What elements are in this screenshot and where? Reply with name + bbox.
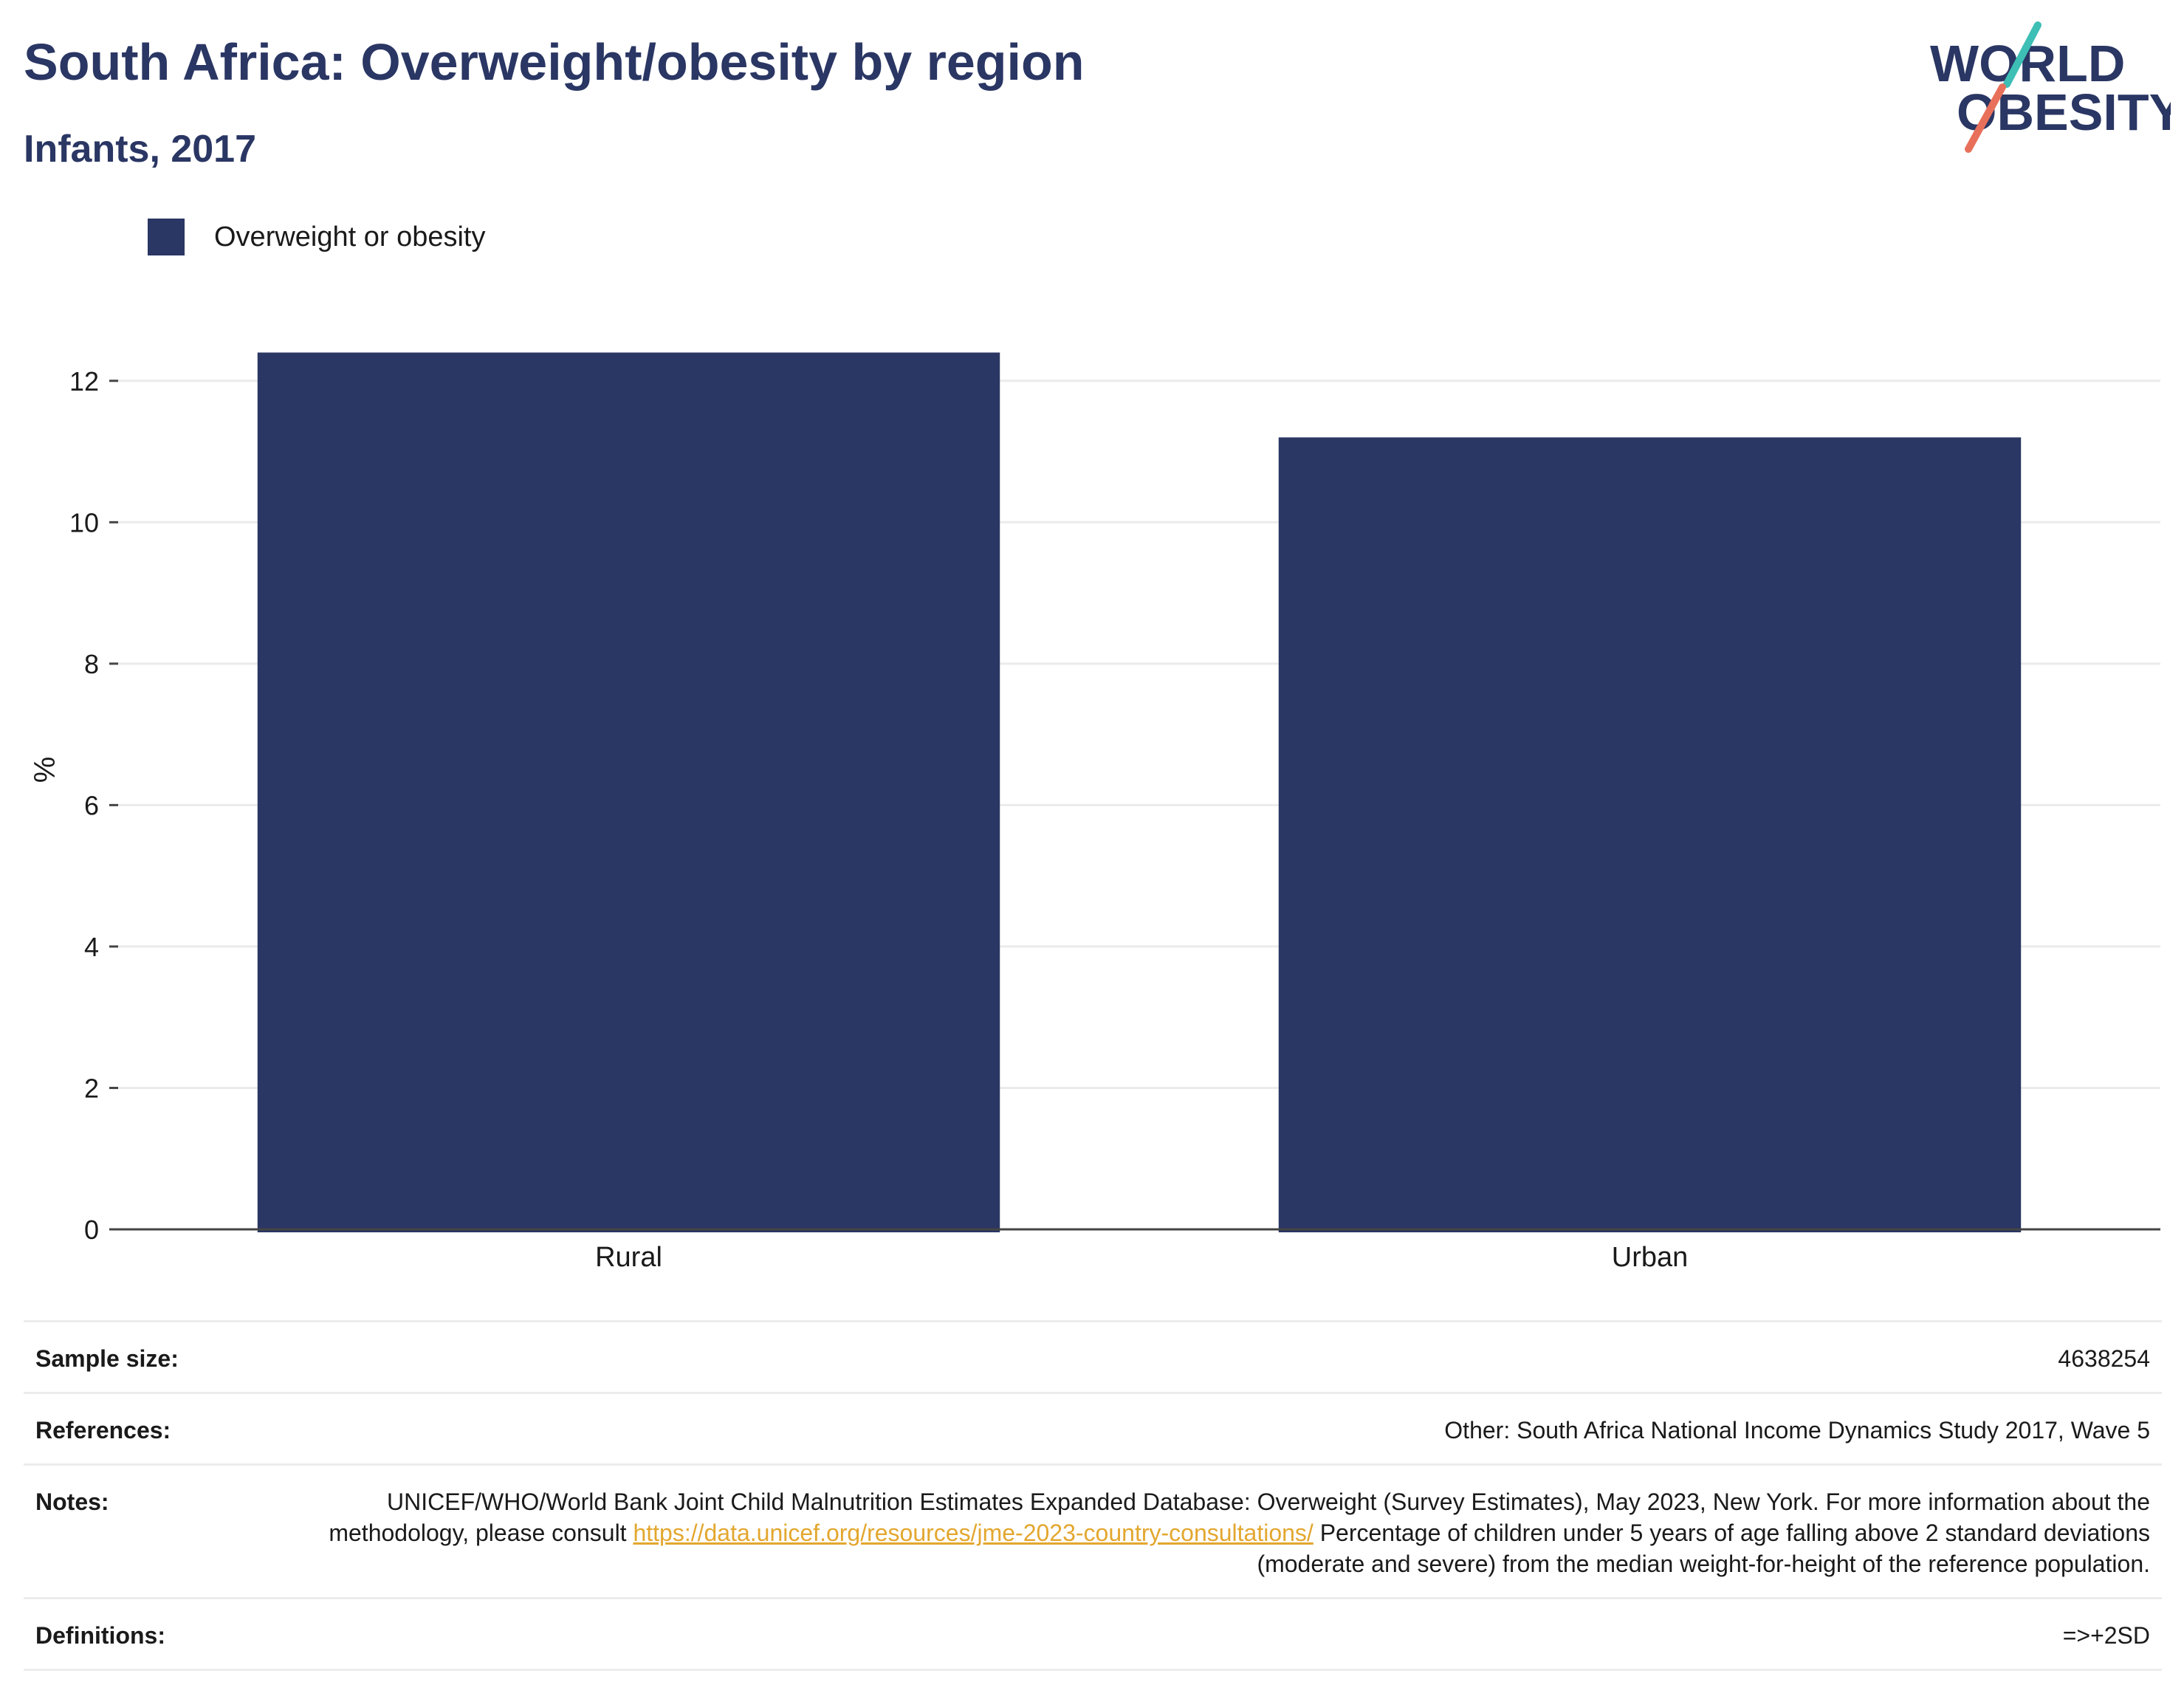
- info-row-notes: Notes: UNICEF/WHO/World Bank Joint Child…: [24, 1463, 2162, 1597]
- chart-title: South Africa: Overweight/obesity by regi…: [24, 33, 1085, 91]
- info-row-sample-size: Sample size: 4638254: [24, 1320, 2162, 1392]
- sample-size-label: Sample size:: [35, 1345, 179, 1372]
- world-obesity-logo: WORLD OBESITY: [1930, 21, 2171, 153]
- bar-chart: 0 2 4 6 8 10 12 Rural Urban%: [29, 352, 2160, 1273]
- y-tick-label: 4: [84, 932, 99, 962]
- y-tick-label: 2: [84, 1073, 99, 1103]
- y-tick-label: 12: [69, 366, 99, 396]
- y-tick-label: 10: [69, 507, 99, 538]
- info-row-definitions: Definitions: =>+2SD: [24, 1597, 2162, 1671]
- info-table: Sample size: 4638254 References: Other: …: [24, 1320, 2162, 1671]
- logo-slash-coral: [1965, 83, 2006, 153]
- x-tick-label: Rural: [595, 1242, 662, 1273]
- x-tick-label: Urban: [1612, 1242, 1689, 1273]
- legend-swatch: [148, 219, 185, 255]
- references-value: Other: South Africa National Income Dyna…: [1444, 1417, 2150, 1443]
- bar-rural: [257, 352, 1000, 1232]
- references-label: References:: [35, 1417, 171, 1443]
- definitions-value: =>+2SD: [2062, 1622, 2150, 1649]
- legend-label: Overweight or obesity: [214, 221, 486, 253]
- definitions-label: Definitions:: [35, 1622, 165, 1649]
- notes-link[interactable]: https://data.unicef.org/resources/jme-20…: [633, 1520, 1314, 1546]
- notes-text-2: Percentage of children under 5 years of …: [1257, 1520, 2150, 1577]
- y-axis-title: %: [29, 757, 61, 783]
- notes-text-1: UNICEF/WHO/World Bank Joint Child Malnut…: [329, 1489, 2150, 1546]
- sample-size-value: 4638254: [2058, 1345, 2150, 1372]
- logo-slash-teal: [2003, 21, 2042, 88]
- chart-subtitle: Infants, 2017: [24, 128, 257, 171]
- bar-urban: [1278, 437, 2022, 1232]
- legend: Overweight or obesity: [148, 219, 486, 255]
- notes-label: Notes:: [35, 1489, 109, 1515]
- y-tick-label: 0: [84, 1215, 99, 1245]
- y-tick-label: 6: [84, 790, 99, 820]
- notes-value: UNICEF/WHO/World Bank Joint Child Malnut…: [272, 1486, 2150, 1579]
- info-row-references: References: Other: South Africa National…: [24, 1392, 2162, 1463]
- y-tick-label: 8: [84, 649, 99, 679]
